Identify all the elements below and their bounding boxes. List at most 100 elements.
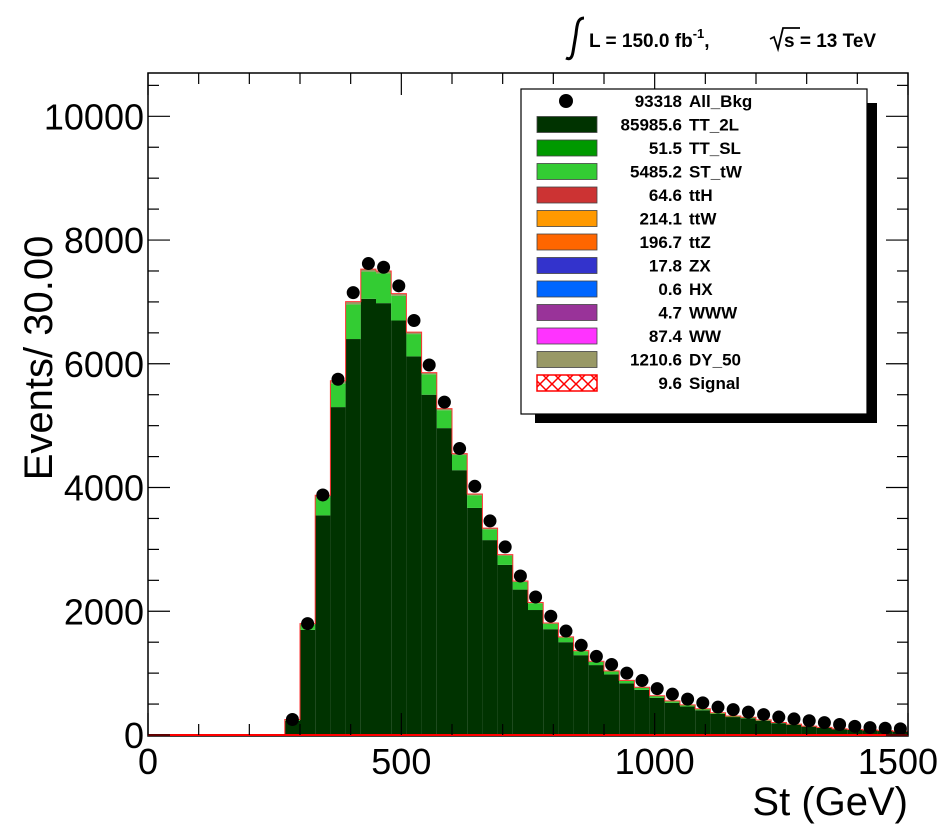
legend-label: WW [689, 327, 722, 346]
bar-tt_2l-30 [740, 718, 756, 735]
all-bkg-point-7 [392, 279, 406, 293]
legend-count: 85985.6 [621, 116, 682, 135]
all-bkg-point-11 [453, 442, 467, 456]
all-bkg-point-10 [437, 395, 451, 409]
bar-st_tw-18 [558, 637, 574, 643]
bar-dy_50-7 [391, 293, 407, 296]
y-tick-label: 6000 [64, 344, 144, 385]
legend-swatch [559, 94, 573, 108]
legend-label: ttZ [689, 233, 711, 252]
bar-st_tw-20 [588, 661, 604, 666]
legend-swatch [536, 351, 598, 368]
legend-count: 9.6 [658, 374, 682, 393]
y-tick-label: 10000 [44, 96, 144, 137]
legend-entry-www: 4.7 WWW [536, 304, 738, 323]
bar-tt_2l-29 [725, 717, 741, 735]
legend-count: 51.5 [649, 139, 682, 158]
bar-st_tw-2 [315, 497, 331, 516]
all-bkg-points [285, 257, 907, 736]
all-bkg-point-21 [605, 657, 619, 671]
all-bkg-point-14 [498, 540, 512, 554]
bar-st_tw-25 [664, 701, 680, 703]
legend-entry-dy_50: 1210.6 DY_50 [536, 351, 741, 370]
legend-swatch [536, 163, 598, 180]
bar-tt_2l-19 [573, 655, 589, 735]
bar-tt_2l-23 [634, 689, 650, 735]
bar-tt_2l-21 [604, 674, 620, 735]
bar-st_tw-24 [649, 696, 665, 698]
x-axis: 0 500 1000 1500 [138, 73, 938, 782]
legend: 93318 All_Bkg 85985.6 TT_2L 51.5 TT_SL 5485.2 S… [520, 88, 877, 423]
bar-st_tw-26 [680, 705, 696, 707]
bar-st_tw-14 [497, 555, 513, 565]
bar-tt_2l-28 [710, 713, 726, 735]
legend-label: TT_2L [689, 116, 739, 135]
y-axis-title: Events/ 30.00 [17, 236, 61, 481]
legend-label: WWW [689, 304, 738, 323]
bar-tt_2l-16 [528, 610, 544, 735]
all-bkg-point-9 [422, 358, 436, 372]
legend-label: All_Bkg [689, 92, 752, 111]
all-bkg-point-29 [726, 703, 740, 717]
all-bkg-point-27 [696, 696, 710, 710]
legend-count: 214.1 [639, 210, 682, 229]
legend-label: Signal [689, 374, 740, 393]
all-bkg-point-37 [848, 719, 862, 733]
bar-dy_50-8 [406, 332, 422, 335]
all-bkg-point-31 [757, 708, 771, 722]
legend-swatch [536, 257, 598, 274]
bar-tt_2l-18 [558, 642, 574, 735]
all-bkg-point-17 [544, 609, 558, 623]
legend-label: TT_SL [689, 139, 741, 158]
all-bkg-point-25 [665, 687, 679, 701]
bar-tt_2l-15 [512, 589, 528, 735]
all-bkg-point-4 [346, 286, 360, 300]
legend-entry-ttz: 196.7 ttZ [536, 233, 711, 252]
luminosity-superscript: -1 [693, 26, 705, 41]
legend-count: 93318 [635, 92, 682, 111]
bar-st_tw-17 [543, 623, 559, 630]
legend-entry-st_tw: 5485.2 ST_tW [536, 163, 743, 182]
legend-entry-ww: 87.4 WW [536, 327, 722, 346]
all-bkg-point-38 [863, 721, 877, 735]
bar-st_tw-27 [695, 709, 711, 711]
legend-swatch [536, 280, 598, 298]
bar-st_tw-5 [360, 271, 376, 299]
bar-tt_2l-7 [391, 320, 407, 735]
bar-st_tw-8 [406, 334, 422, 357]
legend-count: 17.8 [649, 257, 682, 276]
legend-entry-tt_2l: 85985.6 TT_2L [536, 116, 739, 135]
y-tick-label: 2000 [64, 591, 144, 632]
y-tick-label: 8000 [64, 220, 144, 261]
bar-tt_2l-26 [680, 706, 696, 735]
bar-st_tw-9 [421, 374, 437, 395]
luminosity-label: L = 150.0 fb-1, s = 13 TeV [565, 16, 876, 61]
all-bkg-point-22 [620, 666, 634, 680]
bar-tt_2l-12 [467, 507, 483, 735]
legend-count: 64.6 [649, 186, 682, 205]
all-bkg-point-39 [878, 721, 892, 735]
all-bkg-point-32 [772, 710, 786, 724]
luminosity-value: L = 150.0 fb [589, 31, 693, 52]
x-tick-label: 0 [138, 741, 158, 782]
energy-label: s = 13 TeV [784, 31, 876, 52]
bar-dy_50-13 [482, 528, 498, 530]
bar-dy_50-4 [345, 301, 361, 305]
histogram-bars [284, 269, 908, 735]
all-bkg-point-2 [316, 488, 330, 502]
bar-dy_50-9 [421, 372, 437, 375]
bar-tt_2l-14 [497, 564, 513, 735]
bar-tt_2l-27 [695, 710, 711, 735]
all-bkg-point-1 [301, 617, 315, 631]
bar-st_tw-7 [391, 295, 407, 321]
all-bkg-point-16 [529, 590, 543, 604]
bar-st_tw-13 [482, 529, 498, 541]
all-bkg-point-34 [802, 714, 816, 728]
all-bkg-point-30 [741, 705, 755, 719]
all-bkg-point-12 [468, 479, 482, 493]
bar-st_tw-12 [467, 495, 483, 508]
legend-entry-zx: 17.8 ZX [536, 257, 711, 276]
all-bkg-point-3 [331, 372, 345, 386]
all-bkg-point-19 [574, 638, 588, 652]
